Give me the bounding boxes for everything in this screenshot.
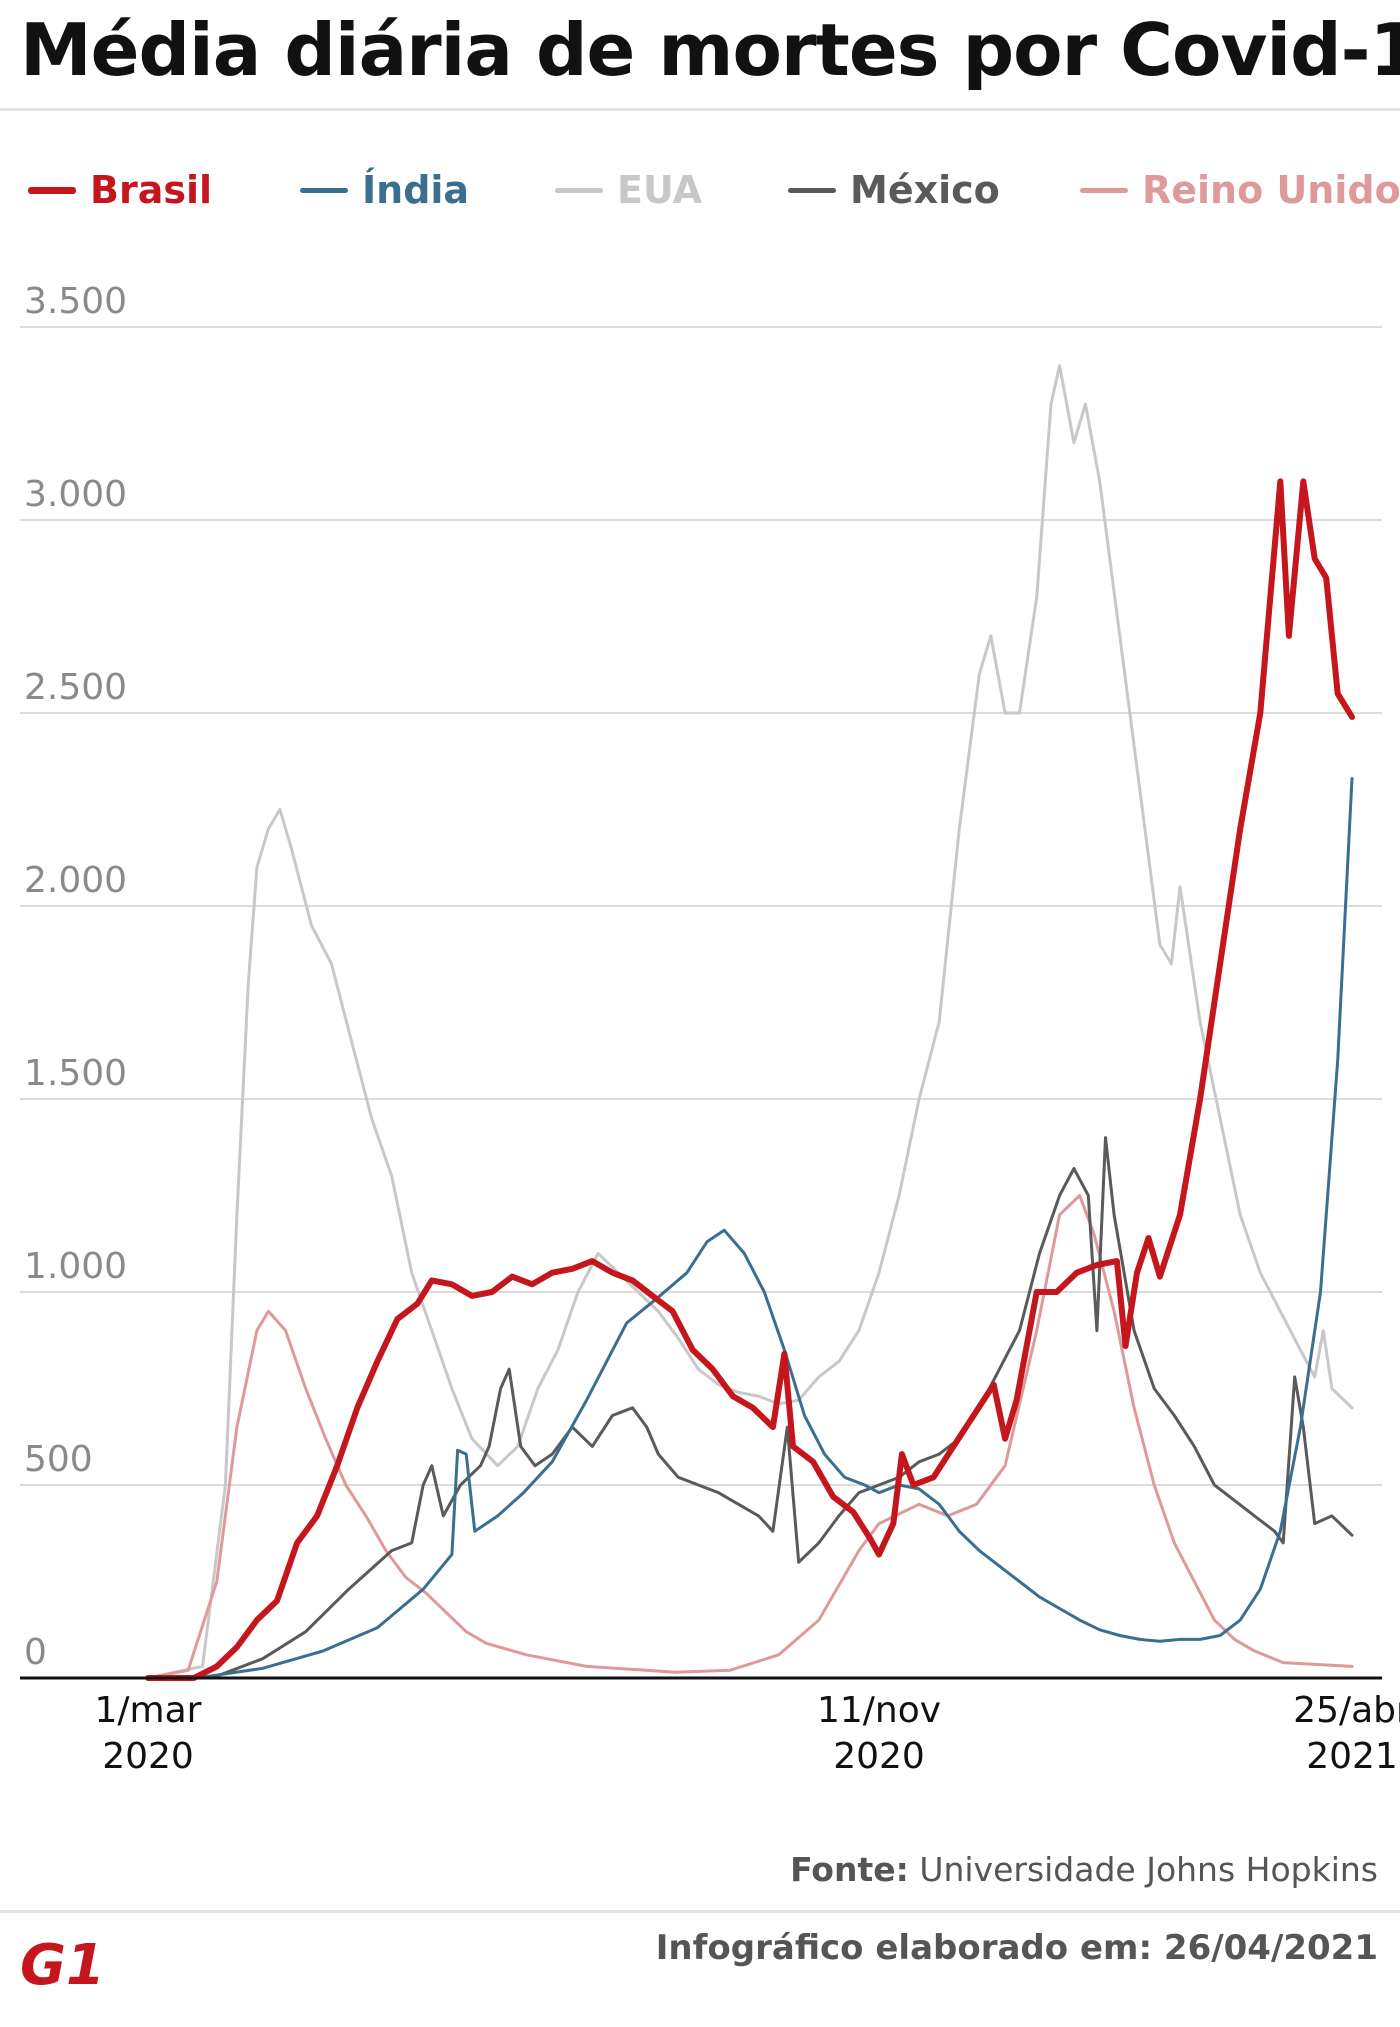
legend-swatch-eua: [555, 187, 603, 193]
x-tick-year: 2020: [102, 1736, 194, 1777]
y-tick-label: 0: [24, 1632, 47, 1673]
footer-divider: [0, 1910, 1400, 1913]
legend-label-mexico: México: [850, 168, 1000, 212]
grid-layer: [20, 326, 1382, 1486]
series-line-reino-unido: [146, 1194, 1354, 1680]
x-tick-year: 2020: [833, 1736, 925, 1777]
logo-text: G1: [20, 1934, 105, 1992]
x-tick-label: 1/mar: [95, 1690, 202, 1731]
legend-item-reino-unido: Reino Unido: [1080, 160, 1400, 220]
axis-layer: 0 500 1.000 1.500 2.000 2.500 3.000 3.500 1/mar 2…: [20, 281, 1400, 1777]
y-tick-label: 3.500: [24, 281, 127, 322]
credit-date: 26/04/2021: [1163, 1928, 1378, 1968]
legend-swatch-mexico: [788, 187, 836, 193]
x-tick-label: 25/abr: [1293, 1690, 1400, 1731]
legend-label-brasil: Brasil: [90, 168, 213, 212]
source-note: Fonte: Universidade Johns Hopkins: [790, 1850, 1378, 1889]
legend-item-brasil: Brasil: [28, 160, 212, 220]
legend-swatch-reino-unido: [1080, 187, 1128, 193]
series-layer: [145, 364, 1355, 1681]
source-value: Universidade Johns Hopkins: [919, 1850, 1378, 1889]
x-tick-year: 2021: [1306, 1736, 1398, 1777]
y-tick-label: 2.500: [24, 667, 127, 708]
legend-label-reino-unido: Reino Unido: [1142, 168, 1400, 212]
legend-label-eua: EUA: [617, 168, 703, 212]
series-line-india: [146, 777, 1354, 1680]
legend: Brasil Índia EUA México Reino Unido: [28, 160, 1400, 220]
legend-item-eua: EUA: [555, 160, 702, 220]
legend-item-mexico: México: [788, 160, 1000, 220]
y-tick-label: 1.000: [24, 1246, 127, 1287]
series-line-mexico: [146, 1136, 1354, 1680]
header-divider: [0, 108, 1400, 111]
series-line-brasil: [145, 478, 1355, 1681]
legend-item-india: Índia: [300, 160, 469, 220]
line-chart: 0 500 1.000 1.500 2.000 2.500 3.000 3.500 1/mar 2…: [20, 281, 1400, 1777]
credit-label: Infográfico elaborado em:: [655, 1928, 1153, 1968]
legend-swatch-india: [300, 187, 348, 193]
source-label: Fonte:: [790, 1850, 909, 1889]
legend-label-india: Índia: [362, 168, 470, 212]
x-tick-label: 11/nov: [817, 1690, 941, 1731]
g1-logo: G1: [20, 1934, 105, 1992]
y-tick-label: 1.500: [24, 1053, 127, 1094]
y-tick-label: 3.000: [24, 474, 127, 515]
y-tick-label: 500: [24, 1439, 93, 1480]
y-tick-label: 2.000: [24, 860, 127, 901]
chart-title: Média diária de mortes por Covid-19: [20, 8, 1400, 92]
credit-note: Infográfico elaborado em: 26/04/2021: [656, 1928, 1378, 1968]
legend-swatch-brasil: [28, 186, 76, 194]
